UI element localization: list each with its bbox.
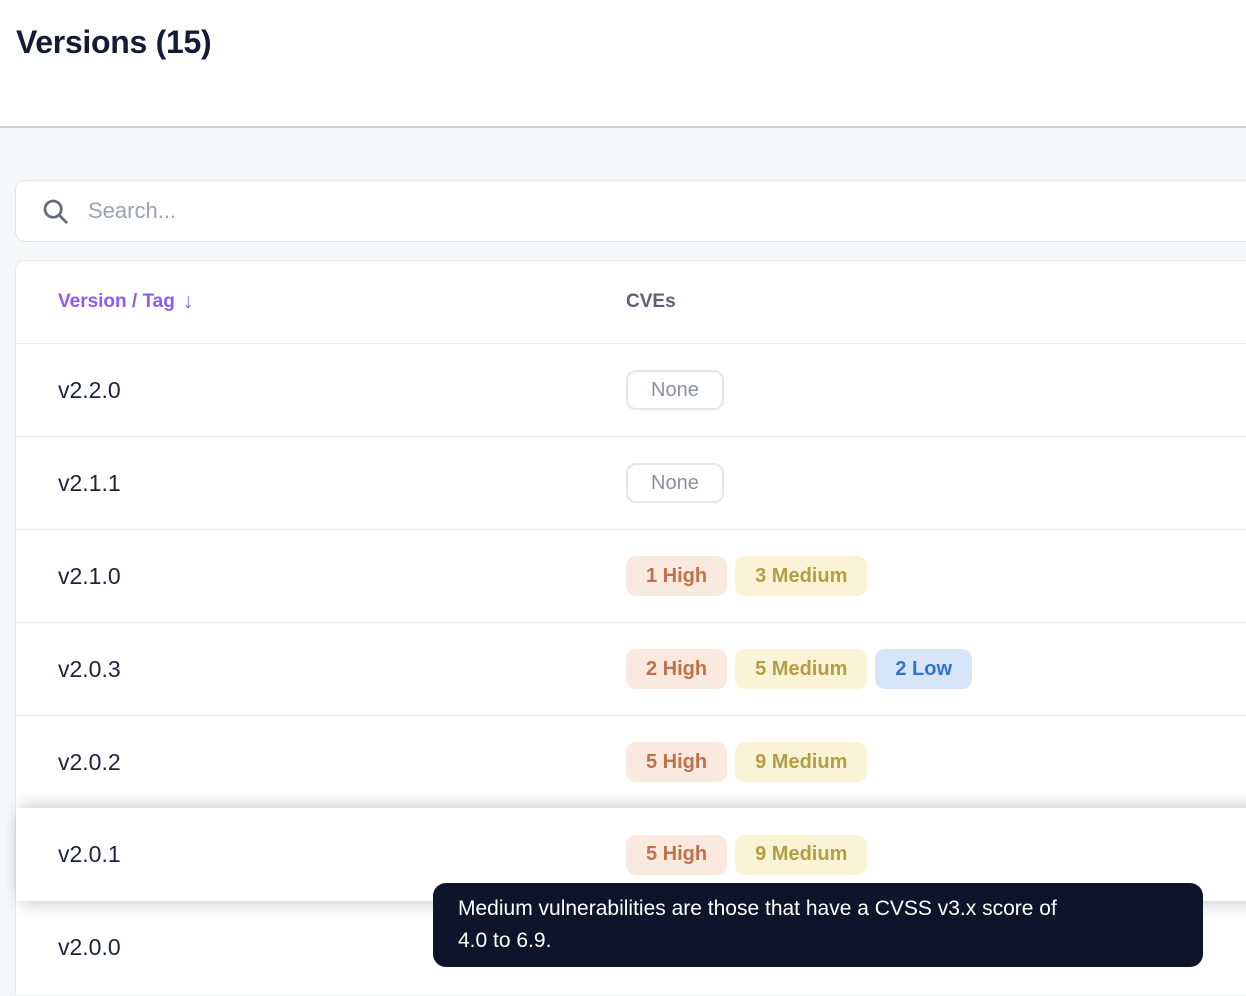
- version-cell: v2.0.2: [58, 748, 121, 775]
- cve-badge-medium[interactable]: 5 Medium: [735, 649, 868, 689]
- page-header: Versions (15): [0, 0, 1246, 128]
- table-row[interactable]: v2.0.3 2 High 5 Medium 2 Low: [16, 622, 1246, 715]
- version-cell: v2.1.1: [58, 469, 121, 496]
- tooltip-line-1: Medium vulnerabilities are those that ha…: [458, 897, 1057, 920]
- version-cell: v2.1.0: [58, 562, 121, 589]
- cve-badge-high[interactable]: 5 High: [626, 742, 728, 782]
- table-header-row: Version / Tag ↓ CVEs: [16, 261, 1246, 343]
- medium-cve-tooltip: Medium vulnerabilities are those that ha…: [433, 883, 1203, 967]
- cve-badge-none[interactable]: None: [626, 463, 724, 503]
- version-cell: v2.2.0: [58, 376, 121, 403]
- version-cell: v2.0.3: [58, 655, 121, 682]
- cve-badge-medium[interactable]: 9 Medium: [735, 742, 868, 782]
- search-box[interactable]: [15, 180, 1246, 242]
- cve-badge-medium[interactable]: 9 Medium: [735, 834, 868, 875]
- cve-badge-none[interactable]: None: [626, 370, 724, 410]
- cve-badges: 5 High 9 Medium: [626, 742, 868, 782]
- table-row[interactable]: v2.0.2 5 High 9 Medium: [16, 715, 1246, 808]
- search-icon: [40, 196, 70, 226]
- version-cell: v2.0.0: [58, 934, 121, 960]
- table-row[interactable]: v2.1.0 1 High 3 Medium: [16, 529, 1246, 622]
- cve-badge-low[interactable]: 2 Low: [875, 649, 973, 689]
- cve-badges: 5 High 9 Medium: [626, 834, 868, 875]
- page-title: Versions (15): [16, 24, 212, 60]
- cve-badges: 2 High 5 Medium 2 Low: [626, 649, 973, 689]
- column-header-version-label: Version / Tag: [58, 291, 175, 312]
- column-header-cves[interactable]: CVEs: [626, 291, 676, 312]
- version-cell: v2.0.1: [58, 841, 121, 867]
- cve-badge-high[interactable]: 5 High: [626, 834, 728, 875]
- table-row[interactable]: v2.1.1 None: [16, 436, 1246, 529]
- tooltip-line-2: 4.0 to 6.9.: [458, 929, 552, 952]
- content-area: Version / Tag ↓ CVEs v2.2.0 None v2.1.1 …: [0, 180, 1246, 994]
- cve-badge-high[interactable]: 2 High: [626, 649, 728, 689]
- sort-descending-icon: ↓: [182, 290, 194, 313]
- cve-badges: 1 High 3 Medium: [626, 556, 868, 596]
- cve-badges: None: [626, 370, 724, 410]
- column-header-version-tag[interactable]: Version / Tag ↓: [58, 290, 193, 314]
- table-row[interactable]: v2.2.0 None: [16, 343, 1246, 436]
- cve-badge-medium[interactable]: 3 Medium: [735, 556, 868, 596]
- cve-badge-high[interactable]: 1 High: [626, 556, 728, 596]
- versions-table: Version / Tag ↓ CVEs v2.2.0 None v2.1.1 …: [15, 260, 1246, 994]
- cve-badges: None: [626, 463, 724, 503]
- search-input[interactable]: [86, 197, 1246, 225]
